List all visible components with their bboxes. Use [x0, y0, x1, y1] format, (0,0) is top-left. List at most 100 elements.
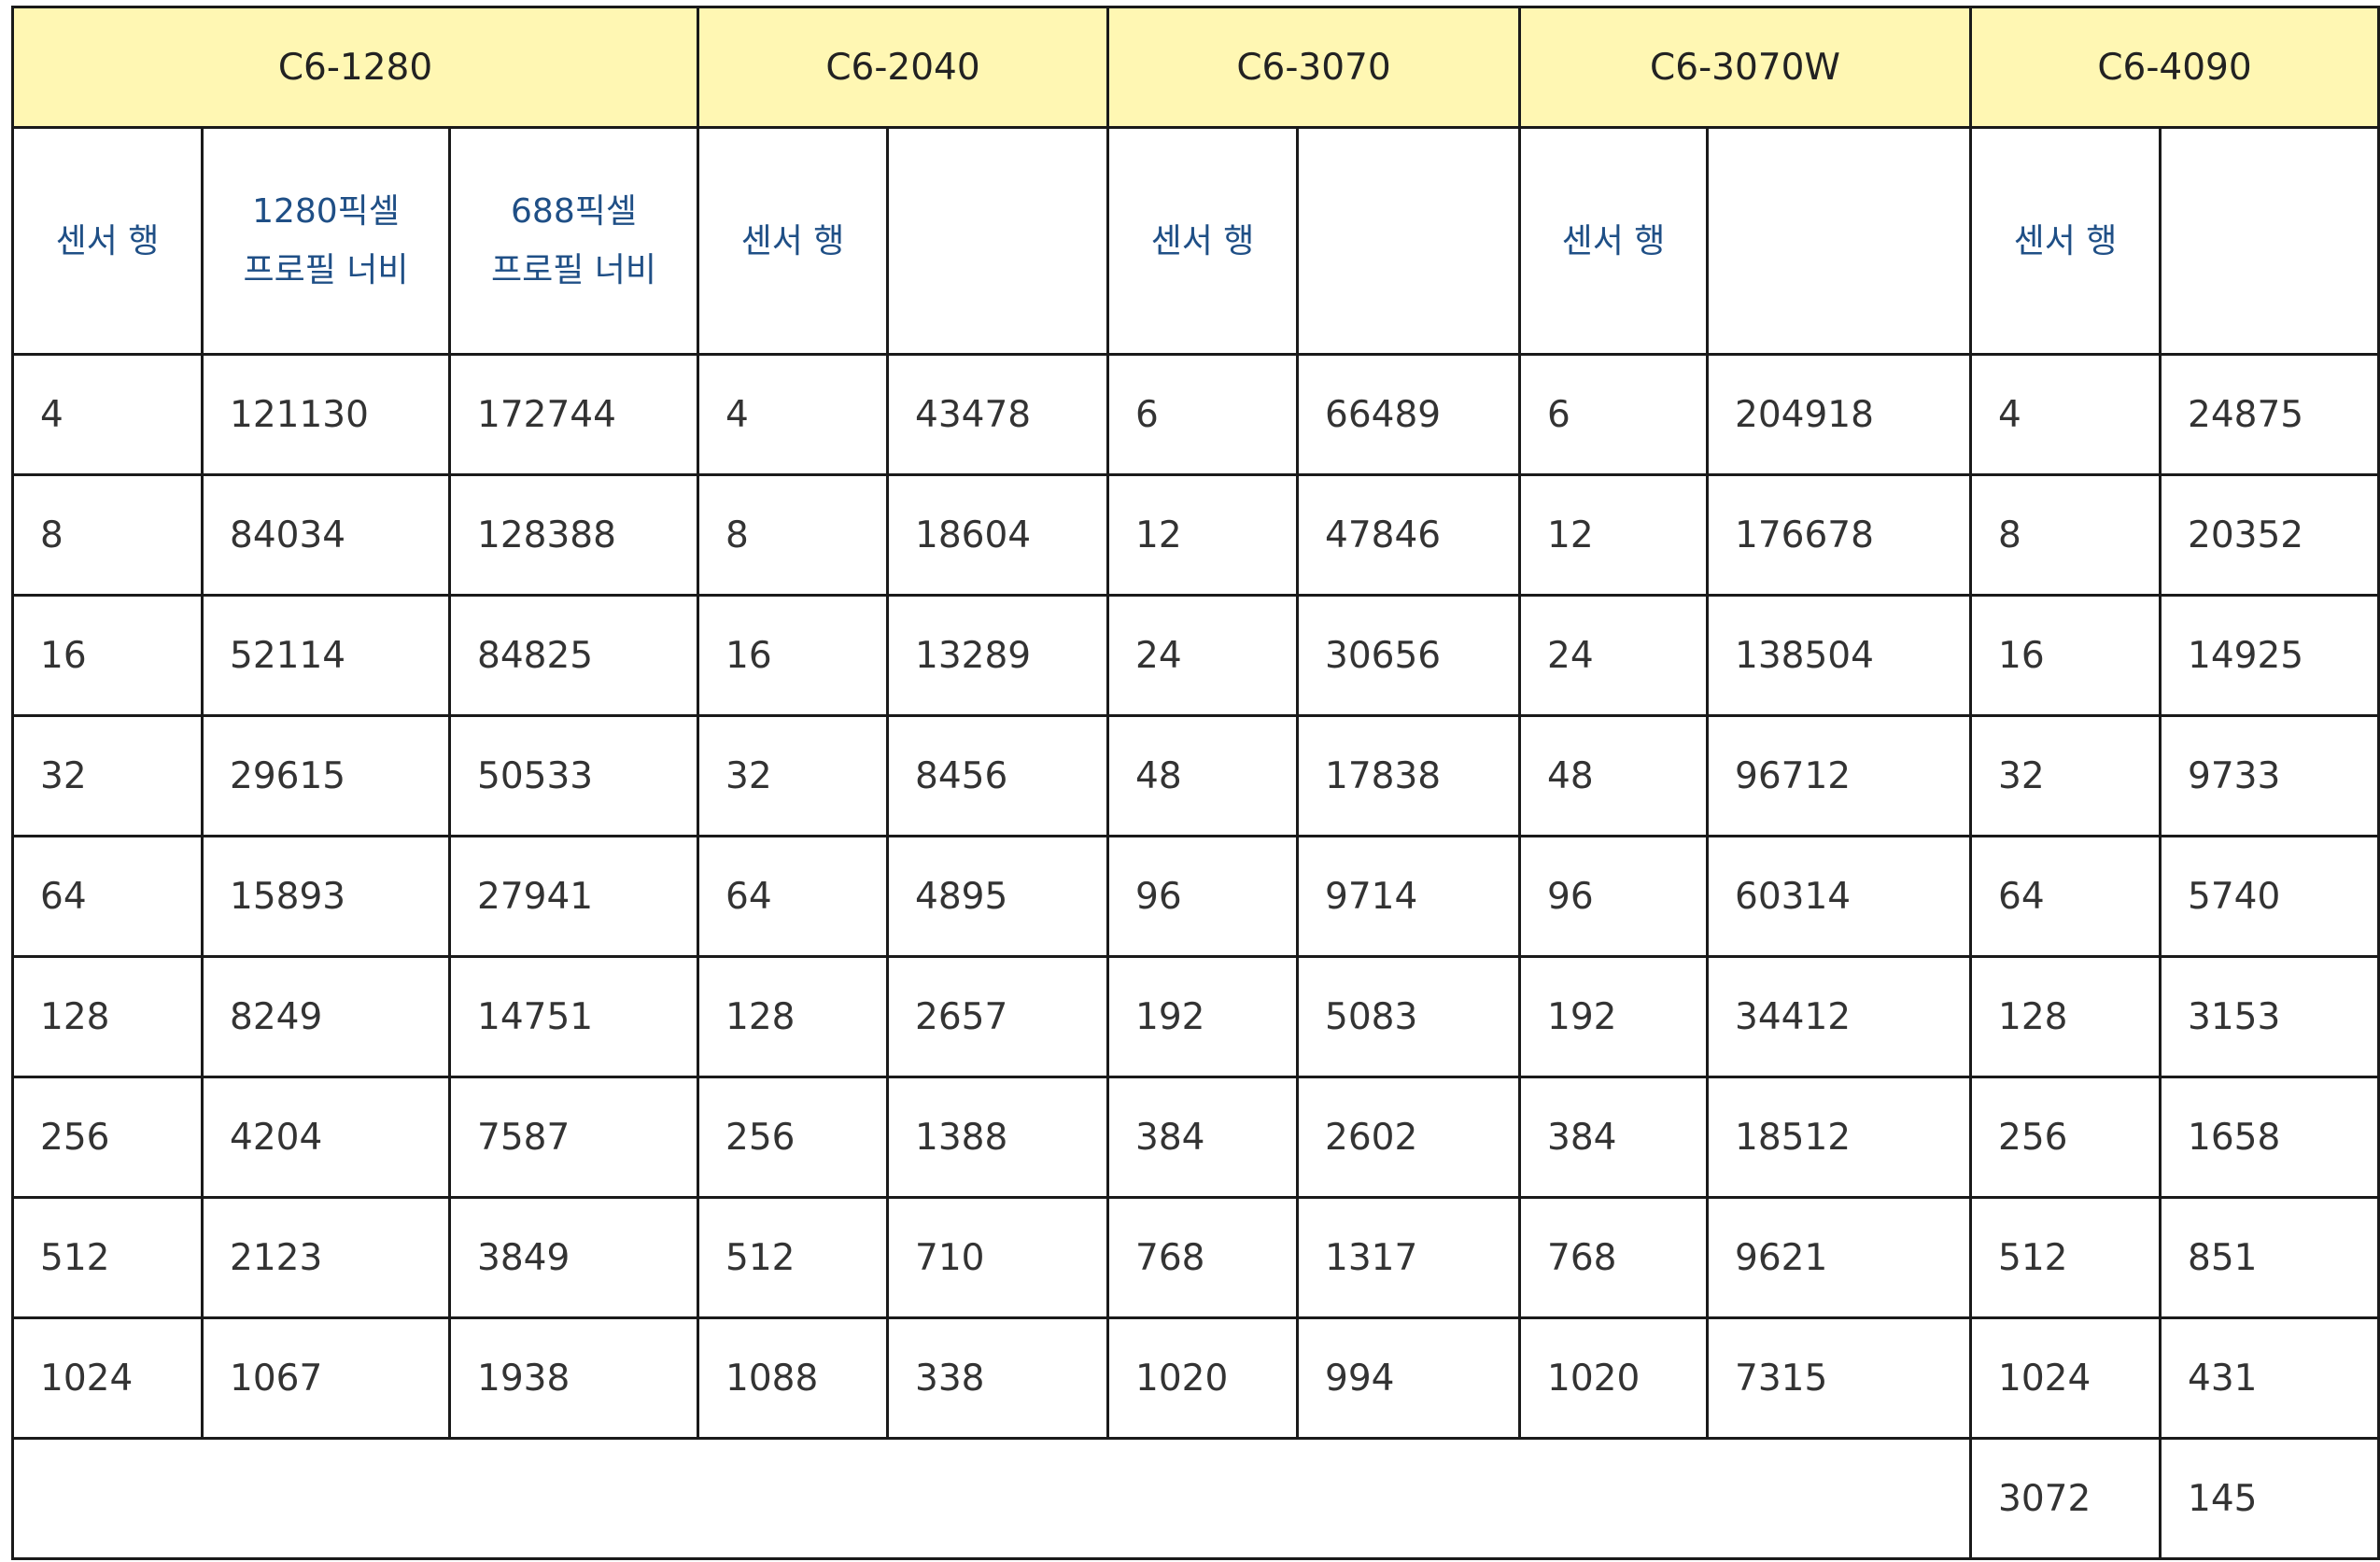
c6-4090-value-header: [2159, 126, 2380, 356]
table-cell: 1658: [2159, 1076, 2380, 1199]
table-cell: 18512: [1706, 1076, 1972, 1199]
table-cell: 84034: [201, 473, 451, 597]
model-header-row: C6-1280 C6-2040 C6-3070 C6-3070W C6-4090: [11, 6, 2380, 129]
table-cell: 66489: [1296, 353, 1521, 476]
table-cell: 13289: [886, 594, 1109, 717]
table-cell: 2123: [201, 1196, 451, 1319]
table-cell: 32: [11, 714, 204, 837]
table-cell: 4: [11, 353, 204, 476]
table-cell: 7587: [448, 1076, 699, 1199]
table-row: 4 121130 172744 4 43478 6 66489 6 204918 4 24875: [11, 353, 2380, 476]
table-cell: 1024: [11, 1316, 204, 1440]
c6-1280-sensor-rows-header: 센서 행: [11, 126, 204, 356]
table-cell: 4895: [886, 835, 1109, 958]
table-cell: 4: [1969, 353, 2162, 476]
c6-3070w-value-header: [1706, 126, 1972, 356]
c6-3070-sensor-rows-header: 센서 행: [1106, 126, 1299, 356]
header-line: 688픽셀: [511, 192, 637, 231]
model-header-c6-3070w: C6-3070W: [1518, 6, 1972, 129]
table-cell: 34412: [1706, 955, 1972, 1078]
table-cell: 12: [1106, 473, 1299, 597]
table-cell: 3153: [2159, 955, 2380, 1078]
table-cell: 204918: [1706, 353, 1972, 476]
table-cell: 138504: [1706, 594, 1972, 717]
table-cell: 47846: [1296, 473, 1521, 597]
table-cell: 8: [11, 473, 204, 597]
table-row: 64 15893 27941 64 4895 96 9714 96 60314 64 5740: [11, 835, 2380, 958]
table-cell: 14925: [2159, 594, 2380, 717]
table-row: 8 84034 128388 8 18604 12 47846 12 176678 8 20352: [11, 473, 2380, 597]
table-cell: 512: [1969, 1196, 2162, 1319]
table-cell: 9621: [1706, 1196, 1972, 1319]
table-cell: 145: [2159, 1437, 2380, 1560]
table-cell: 15893: [201, 835, 451, 958]
table-cell: 128: [697, 955, 889, 1078]
table-cell: 64: [1969, 835, 2162, 958]
c6-2040-sensor-rows-header: 센서 행: [697, 126, 889, 356]
table-cell: 24: [1518, 594, 1709, 717]
table-cell: 24: [1106, 594, 1299, 717]
table-row: 3072 145: [11, 1437, 2380, 1560]
c6-1280-688px-width-header: 688픽셀 프로필 너비: [448, 126, 699, 356]
table-cell: 14751: [448, 955, 699, 1078]
table-cell: 29615: [201, 714, 451, 837]
model-header-c6-1280: C6-1280: [11, 6, 699, 129]
table-cell: 121130: [201, 353, 451, 476]
table-row: 512 2123 3849 512 710 768 1317 768 9621 512 851: [11, 1196, 2380, 1319]
table-row: 256 4204 7587 256 1388 384 2602 384 18512 256 1658: [11, 1076, 2380, 1199]
table-cell: 6: [1106, 353, 1299, 476]
c6-1280-1280px-width-header: 1280픽셀 프로필 너비: [201, 126, 451, 356]
table-cell: 256: [697, 1076, 889, 1199]
c6-3070-value-header: [1296, 126, 1521, 356]
table-cell: 172744: [448, 353, 699, 476]
table-cell: 851: [2159, 1196, 2380, 1319]
table-cell: 64: [697, 835, 889, 958]
table-cell: 43478: [886, 353, 1109, 476]
table-cell: 1067: [201, 1316, 451, 1440]
table-cell: 768: [1106, 1196, 1299, 1319]
table-cell: 16: [11, 594, 204, 717]
table-cell: 431: [2159, 1316, 2380, 1440]
table-cell: 192: [1106, 955, 1299, 1078]
table-cell: 27941: [448, 835, 699, 958]
table-cell: 384: [1518, 1076, 1709, 1199]
table-cell: 5740: [2159, 835, 2380, 958]
table-cell: 710: [886, 1196, 1109, 1319]
table-cell: 50533: [448, 714, 699, 837]
table-cell: 8249: [201, 955, 451, 1078]
empty-cell: [11, 1437, 1972, 1560]
table-cell: 994: [1296, 1316, 1521, 1440]
table-cell: 512: [11, 1196, 204, 1319]
table-row: 16 52114 84825 16 13289 24 30656 24 138504 16 1492…: [11, 594, 2380, 717]
table-cell: 338: [886, 1316, 1109, 1440]
table-cell: 192: [1518, 955, 1709, 1078]
table-cell: 512: [697, 1196, 889, 1319]
table-cell: 32: [697, 714, 889, 837]
table-cell: 256: [1969, 1076, 2162, 1199]
header-line: 프로필 너비: [243, 251, 409, 289]
table-row: 32 29615 50533 32 8456 48 17838 48 96712 32 9733: [11, 714, 2380, 837]
table-cell: 768: [1518, 1196, 1709, 1319]
table-cell: 96: [1106, 835, 1299, 958]
table-cell: 96712: [1706, 714, 1972, 837]
model-header-c6-3070: C6-3070: [1106, 6, 1521, 129]
table-cell: 9733: [2159, 714, 2380, 837]
table-cell: 128: [1969, 955, 2162, 1078]
table-cell: 2602: [1296, 1076, 1521, 1199]
table-cell: 17838: [1296, 714, 1521, 837]
table-cell: 7315: [1706, 1316, 1972, 1440]
table-cell: 60314: [1706, 835, 1972, 958]
table-cell: 1024: [1969, 1316, 2162, 1440]
table-cell: 24875: [2159, 353, 2380, 476]
table-cell: 4204: [201, 1076, 451, 1199]
table-cell: 96: [1518, 835, 1709, 958]
table-cell: 5083: [1296, 955, 1521, 1078]
model-header-c6-4090: C6-4090: [1969, 6, 2380, 129]
table-cell: 6: [1518, 353, 1709, 476]
table-cell: 16: [697, 594, 889, 717]
table-cell: 12: [1518, 473, 1709, 597]
table-cell: 1020: [1106, 1316, 1299, 1440]
table-cell: 128: [11, 955, 204, 1078]
table-cell: 1088: [697, 1316, 889, 1440]
table-cell: 384: [1106, 1076, 1299, 1199]
